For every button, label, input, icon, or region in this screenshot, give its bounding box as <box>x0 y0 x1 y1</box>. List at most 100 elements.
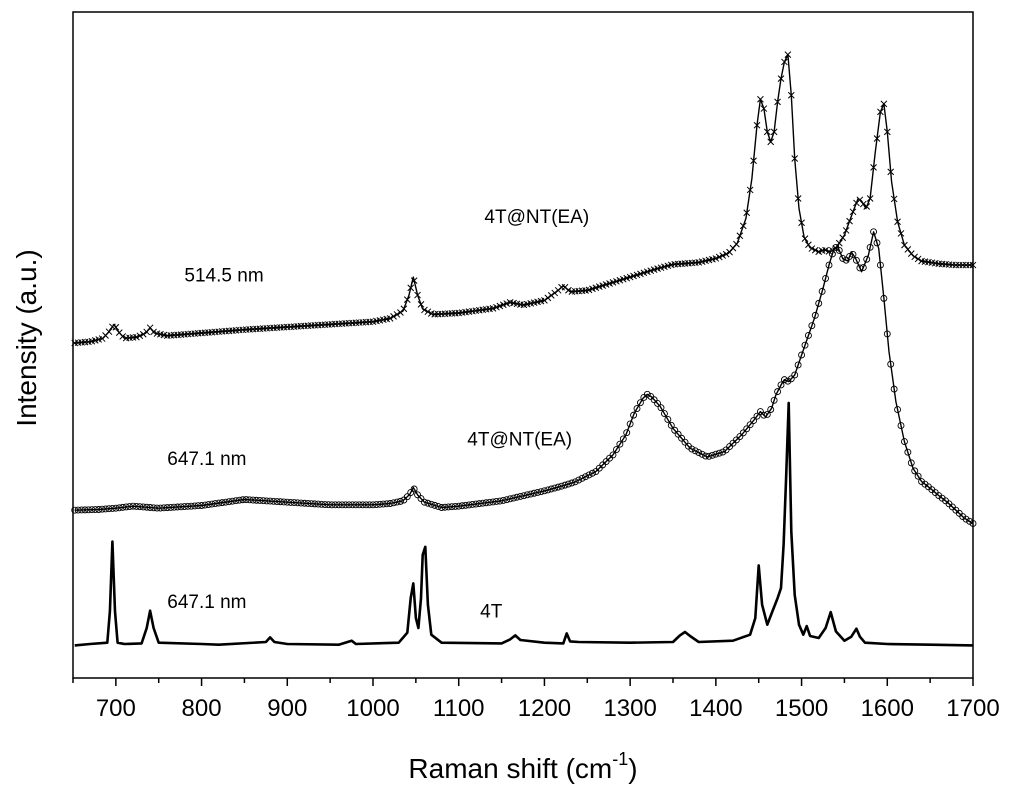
data-point <box>146 504 154 511</box>
data-point <box>609 451 617 459</box>
data-point <box>91 506 99 514</box>
data-point <box>479 499 487 507</box>
data-point <box>750 417 758 425</box>
data-point <box>273 498 281 505</box>
data-point <box>962 515 970 523</box>
x-tick-label: 700 <box>96 695 136 722</box>
data-point <box>582 473 590 481</box>
data-point <box>249 496 257 504</box>
data-point <box>180 503 188 511</box>
data-point <box>897 230 905 237</box>
data-point <box>774 98 781 106</box>
data-point <box>465 501 473 509</box>
data-point <box>757 95 764 103</box>
data-point <box>208 500 216 508</box>
data-point <box>719 252 727 259</box>
data-point <box>664 416 672 423</box>
data-point <box>499 496 507 504</box>
x-axis-title: Raman shift (cm-1) <box>408 749 637 784</box>
data-point <box>743 425 751 433</box>
data-point <box>674 430 682 438</box>
data-point <box>870 228 878 236</box>
data-point <box>534 489 542 496</box>
data-point <box>619 435 627 443</box>
data-point <box>612 446 620 454</box>
data-point <box>520 492 528 500</box>
data-point <box>770 128 778 136</box>
data-point <box>390 313 397 320</box>
data-point <box>187 502 195 510</box>
data-point <box>486 498 494 506</box>
x-tick-label: 1500 <box>775 695 828 722</box>
data-point <box>798 351 806 359</box>
data-point <box>753 412 761 420</box>
data-point <box>564 480 572 488</box>
data-point <box>774 388 782 396</box>
data-point <box>626 420 634 428</box>
data-point <box>455 502 463 510</box>
data-point <box>160 504 168 512</box>
data-point <box>95 506 103 513</box>
data-point <box>163 504 171 512</box>
data-point <box>403 296 411 303</box>
data-point <box>122 503 130 511</box>
data-point <box>671 426 679 434</box>
data-point <box>167 503 175 511</box>
data-point <box>969 520 977 527</box>
data-point <box>133 333 140 341</box>
data-point <box>887 168 895 176</box>
data-point <box>911 467 919 475</box>
data-point <box>883 330 891 338</box>
data-point <box>414 491 422 499</box>
data-point <box>798 219 805 227</box>
data-point <box>102 505 110 513</box>
data-point <box>143 503 151 511</box>
data-point <box>722 250 730 258</box>
data-point <box>969 261 977 269</box>
data-point <box>733 240 740 248</box>
data-point <box>630 411 638 419</box>
data-point <box>390 499 398 507</box>
data-point <box>314 500 322 508</box>
data-point <box>558 283 565 291</box>
data-point <box>318 500 326 508</box>
data-point <box>523 491 531 499</box>
data-point <box>78 506 86 514</box>
data-point <box>263 497 271 505</box>
data-point <box>472 500 480 508</box>
data-point <box>427 500 435 508</box>
data-point <box>643 390 651 398</box>
data-point <box>201 501 209 509</box>
data-point <box>393 498 401 506</box>
data-point <box>846 252 854 260</box>
data-point <box>88 506 96 514</box>
data-point <box>352 501 360 509</box>
data-point <box>184 502 192 510</box>
data-point <box>636 399 644 407</box>
data-point <box>835 246 843 254</box>
data-point <box>571 478 579 486</box>
data-point <box>516 492 524 500</box>
data-point <box>877 108 884 116</box>
data-point <box>678 434 686 442</box>
data-point <box>407 489 415 496</box>
data-point <box>177 503 185 511</box>
data-point <box>232 497 240 505</box>
data-point <box>904 246 912 253</box>
data-point <box>650 396 658 404</box>
data-point <box>784 51 792 58</box>
data-point <box>359 501 367 509</box>
data-point <box>146 324 154 332</box>
data-point <box>828 250 836 258</box>
data-point <box>211 500 219 508</box>
data-point <box>808 245 816 252</box>
data-point <box>393 311 401 318</box>
data-point <box>575 476 583 484</box>
data-point <box>842 256 850 264</box>
data-point <box>290 499 298 507</box>
data-point <box>266 497 274 505</box>
data-point <box>866 243 874 251</box>
data-point <box>849 208 857 216</box>
data-point <box>150 504 158 512</box>
data-point <box>859 200 867 208</box>
